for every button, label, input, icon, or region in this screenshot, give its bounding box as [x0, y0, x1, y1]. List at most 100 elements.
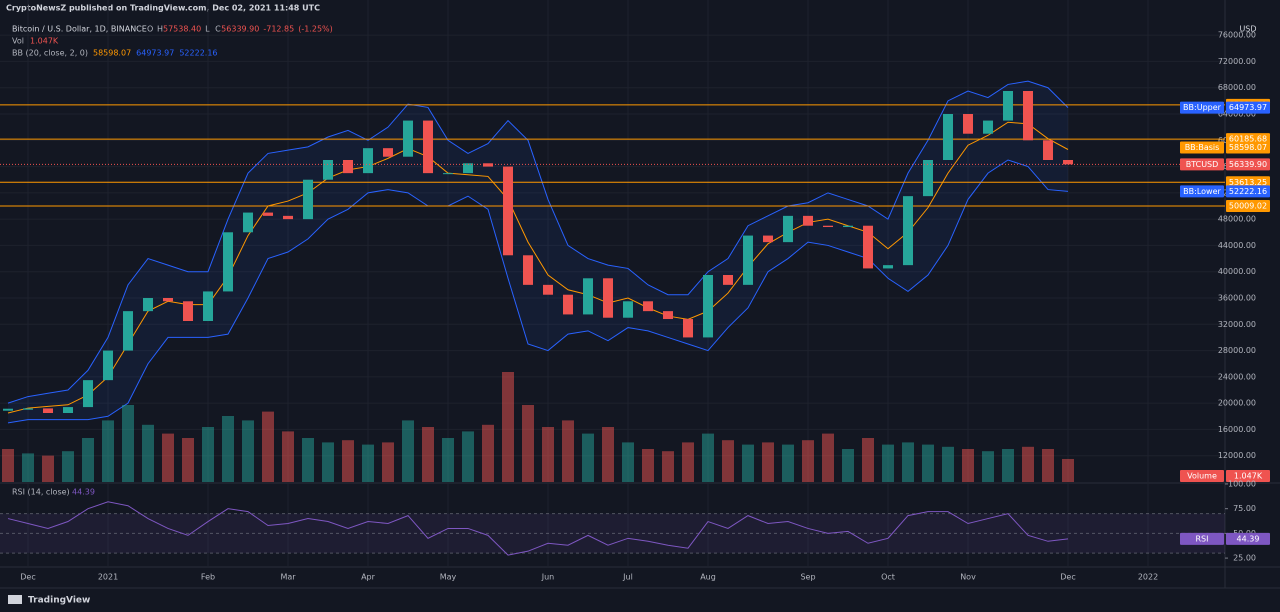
- candle: [443, 173, 453, 175]
- candle: [383, 148, 393, 157]
- candle: [1043, 140, 1053, 160]
- volume-bar: [462, 431, 474, 482]
- bb-legend-value: 58598.07: [93, 49, 131, 58]
- y-tick-label: 32000.00: [1218, 320, 1256, 329]
- volume-bar: [382, 442, 394, 482]
- ohlc-key: O: [147, 25, 153, 34]
- volume-bar: [942, 446, 954, 482]
- symbol-title: Bitcoin / U.S. Dollar, 1D, BINANCE: [12, 25, 147, 34]
- x-tick-label: Nov: [960, 573, 976, 582]
- tag-name: RSI: [1196, 534, 1209, 543]
- candle: [323, 160, 333, 180]
- candle: [123, 311, 133, 351]
- volume-bar: [642, 449, 654, 482]
- tag-value: 64973.97: [1229, 103, 1267, 112]
- volume-bar: [442, 438, 454, 482]
- candle: [923, 160, 933, 197]
- tag-value: 50009.02: [1229, 201, 1267, 210]
- bb-line: [7, 159, 1069, 424]
- brand-logo: [8, 595, 22, 604]
- candle: [1023, 91, 1033, 141]
- volume-bar: [622, 442, 634, 482]
- volume-bar: [162, 433, 174, 482]
- candle: [83, 380, 93, 408]
- candle: [343, 160, 353, 174]
- volume-bar: [782, 444, 794, 482]
- x-tick-label: Sep: [800, 573, 815, 582]
- y-tick-label: 64000.00: [1218, 110, 1256, 119]
- y-tick-label: 20000.00: [1218, 399, 1256, 408]
- candle: [783, 215, 793, 243]
- candle: [363, 148, 373, 174]
- candle: [823, 225, 833, 228]
- candle: [163, 298, 173, 302]
- currency-label: USD: [1239, 25, 1256, 34]
- volume-bar: [22, 453, 34, 482]
- y-tick-label: 76000.00: [1218, 31, 1256, 40]
- x-tick-label: 2021: [98, 573, 118, 582]
- volume-bar: [542, 427, 554, 482]
- candle: [63, 407, 73, 413]
- candle: [283, 215, 293, 220]
- y-tick-label: 68000.00: [1218, 83, 1256, 92]
- volume-bar: [342, 440, 354, 482]
- candle: [683, 319, 693, 338]
- volume-bar: [842, 449, 854, 482]
- candle: [903, 196, 913, 266]
- candle: [603, 278, 613, 318]
- candle: [623, 301, 633, 318]
- candle: [303, 179, 313, 220]
- volume-bar: [242, 420, 254, 482]
- x-tick-label: Oct: [881, 573, 895, 582]
- candle: [243, 212, 253, 233]
- publisher: CryptoNewsZ published on TradingView.com…: [6, 4, 320, 13]
- candle: [643, 301, 653, 312]
- candle: [583, 278, 593, 315]
- volume-bar: [402, 420, 414, 482]
- volume-bar: [222, 416, 234, 482]
- candle: [743, 235, 753, 285]
- volume-bar: [42, 455, 54, 482]
- candle: [563, 294, 573, 315]
- tag-name-box: [1180, 532, 1224, 545]
- candle: [23, 408, 33, 410]
- tag-value: 52222.16: [1229, 187, 1267, 196]
- volume-bar: [702, 433, 714, 482]
- ohlc-value: 57538.40: [163, 25, 201, 34]
- candle: [543, 284, 553, 295]
- candle: [223, 232, 233, 292]
- volume-bar: [102, 420, 114, 482]
- candle: [983, 120, 993, 134]
- tag-value-box: [1226, 185, 1270, 198]
- volume-bar: [2, 449, 14, 482]
- y-tick-label: 44000.00: [1218, 241, 1256, 250]
- x-tick-label: Dec: [1060, 573, 1075, 582]
- volume-bar: [502, 372, 514, 482]
- bb-legend: BB (20, close, 2, 0): [12, 49, 88, 58]
- volume-bar: [902, 442, 914, 482]
- candle: [703, 275, 713, 338]
- tag-value-box: [1226, 176, 1270, 189]
- volume-bar: [422, 427, 434, 482]
- tag-name-box: [1180, 185, 1224, 198]
- y-tick-label: 100.00: [1228, 479, 1256, 488]
- ohlc-key: L: [205, 25, 210, 34]
- volume-bar: [962, 449, 974, 482]
- volume-bar: [62, 451, 74, 482]
- candle: [483, 163, 493, 167]
- bb-legend-value: 52222.16: [179, 49, 217, 58]
- candle: [763, 235, 773, 243]
- candle: [943, 114, 953, 160]
- volume-bar: [1022, 446, 1034, 482]
- volume-bar: [482, 424, 494, 482]
- tag-value: 58598.07: [1229, 143, 1267, 152]
- volume-bar: [282, 431, 294, 482]
- volume-bar: [262, 411, 274, 482]
- rsi-title: RSI (14, close): [12, 488, 70, 497]
- volume-bar: [522, 405, 534, 482]
- candle: [523, 255, 533, 285]
- rsi-line: [7, 501, 1069, 556]
- tag-name: BB:Basis: [1185, 143, 1220, 152]
- tag-name: Volume: [1187, 472, 1217, 481]
